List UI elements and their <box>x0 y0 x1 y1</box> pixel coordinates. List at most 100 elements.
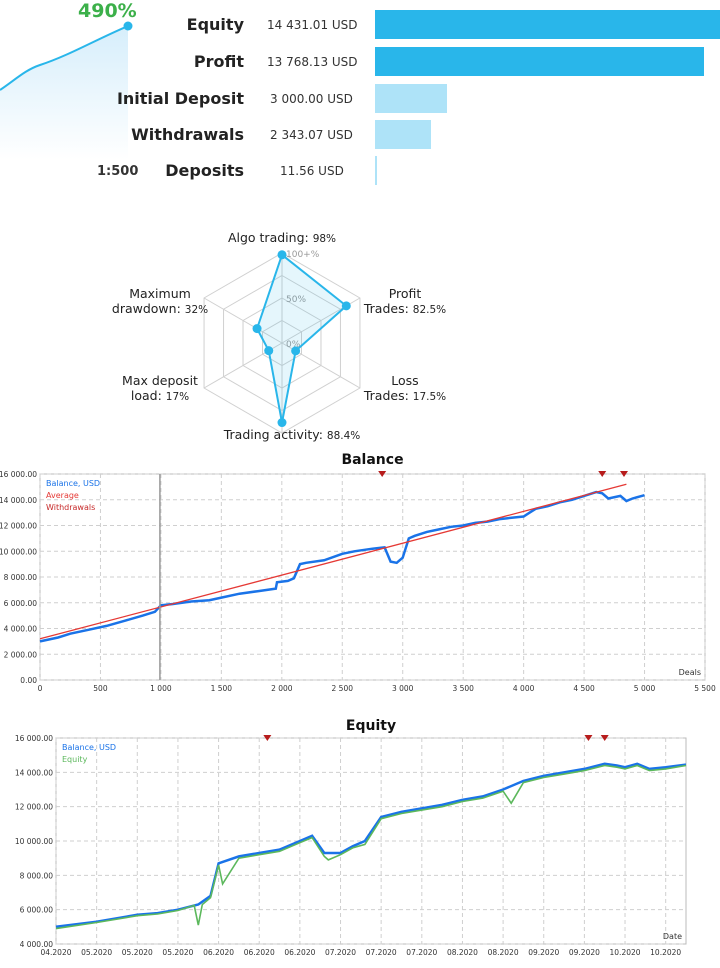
radar-data-polygon <box>255 253 348 423</box>
radar-scale-label: 50% <box>286 295 306 305</box>
x-tick-label: 1 500 <box>211 684 233 693</box>
x-tick-label: 10.2020 <box>650 948 681 957</box>
x-tick-label: 09.2020 <box>528 948 559 957</box>
radar-axis-label: Max deposit load: 17% <box>122 373 198 403</box>
withdrawal-marker <box>263 735 272 741</box>
radar-axis-label: Loss Trades: 17.5% <box>363 373 446 403</box>
stat-value: 3 000.00 USD <box>270 92 353 106</box>
radar-axis-label: Profit Trades: 82.5% <box>363 286 446 316</box>
x-tick-label: 1 000 <box>150 684 172 693</box>
summary-section: 490% 1:500 Equity 14 431.01 USD Profit 13 7… <box>0 0 720 200</box>
radar-axis-value: 32% <box>185 304 208 316</box>
radar-axis-label-line2: Trades: <box>363 301 413 316</box>
radar-axis-label-line1: Trading activity: <box>223 427 327 442</box>
sparkline-endpoint <box>123 21 133 31</box>
stat-label: Initial Deposit <box>116 89 244 108</box>
y-tick-label: 4 000.00 <box>4 625 38 634</box>
y-tick-label: 8 000.00 <box>4 573 38 582</box>
radar-data-point <box>264 346 274 356</box>
withdrawal-marker <box>584 735 593 741</box>
stat-label: Withdrawals <box>131 125 244 144</box>
radar-scale-label: 100+% <box>286 250 320 260</box>
stat-bar <box>375 10 720 39</box>
x-tick-label: 4 000 <box>513 684 535 693</box>
radar-scale-label: 0% <box>286 340 301 350</box>
radar-axis-value: 98% <box>313 233 336 245</box>
x-tick-label: 05.2020 <box>162 948 193 957</box>
radar-axis-label-line2: drawdown: <box>112 301 185 316</box>
y-tick-label: 12 000.00 <box>0 522 37 531</box>
equity-chart: Equity 4 000.00 6 000.00 8 000.00 10 000.00 1… <box>15 718 687 957</box>
x-axis-label: Deals <box>679 668 701 677</box>
radar-axis-label: Maximum drawdown: 32% <box>112 286 208 316</box>
x-tick-label: 07.2020 <box>325 948 356 957</box>
legend-entry: Balance, USD <box>62 743 116 752</box>
stat-value: 2 343.07 USD <box>270 128 353 142</box>
y-tick-label: 0.00 <box>20 676 37 685</box>
growth-sparkline <box>0 21 133 160</box>
chart-title: Balance <box>341 452 403 468</box>
x-axis-label: Date <box>663 932 682 941</box>
series-line <box>55 762 687 929</box>
radar-data-point <box>277 250 287 260</box>
stat-bar <box>375 156 377 185</box>
radar-axis-label-line1: Max deposit <box>122 373 198 388</box>
x-tick-label: 2 500 <box>332 684 354 693</box>
y-tick-label: 14 000.00 <box>15 768 53 777</box>
radar-axis-value: 88.4% <box>327 430 360 442</box>
y-tick-label: 16 000.00 <box>0 470 37 479</box>
radar-axis-label: Trading activity: 88.4% <box>223 427 361 442</box>
y-tick-label: 6 000.00 <box>20 906 54 915</box>
stat-bar <box>375 84 447 113</box>
y-tick-label: 6 000.00 <box>4 599 38 608</box>
x-tick-label: 0 <box>38 684 43 693</box>
stat-value: 14 431.01 USD <box>267 18 358 32</box>
y-tick-label: 8 000.00 <box>20 871 54 880</box>
radar-axis-value: 17% <box>166 391 189 403</box>
x-tick-label: 5 500 <box>694 684 716 693</box>
x-tick-label: 04.2020 <box>40 948 71 957</box>
y-tick-label: 2 000.00 <box>4 650 38 659</box>
x-tick-label: 3 500 <box>452 684 474 693</box>
y-tick-label: 10 000.00 <box>0 547 37 556</box>
y-tick-label: 12 000.00 <box>15 803 53 812</box>
stat-value: 11.56 USD <box>280 164 344 178</box>
x-tick-label: 08.2020 <box>447 948 478 957</box>
withdrawal-marker <box>619 471 628 477</box>
stat-bar <box>375 47 705 76</box>
x-tick-label: 05.2020 <box>81 948 112 957</box>
legend-entry: Equity <box>62 755 88 764</box>
stat-bar <box>375 120 431 149</box>
withdrawal-marker <box>378 471 387 477</box>
radar-axis-value: 82.5% <box>413 304 446 316</box>
x-tick-label: 06.2020 <box>284 948 315 957</box>
radar-axis-label-line1: Maximum <box>129 286 191 301</box>
radar-axis-label-line1: Algo trading: <box>228 230 313 245</box>
x-tick-label: 4 500 <box>573 684 595 693</box>
x-tick-label: 07.2020 <box>406 948 437 957</box>
radar-data-point <box>277 418 287 428</box>
radar-axis-label-line1: Profit <box>389 286 422 301</box>
growth-percent: 490% <box>78 0 137 22</box>
x-tick-label: 10.2020 <box>610 948 641 957</box>
chart-title: Equity <box>346 718 396 734</box>
x-tick-label: 08.2020 <box>488 948 519 957</box>
legend-entry: Balance, USD <box>46 479 100 488</box>
legend-entry: Average <box>46 491 79 500</box>
x-tick-label: 06.2020 <box>203 948 234 957</box>
radar-axis-label-line2: Trades: <box>363 388 413 403</box>
x-tick-label: 2 000 <box>271 684 293 693</box>
x-tick-label: 500 <box>93 684 108 693</box>
sparkline-line <box>0 25 129 91</box>
stat-label: Profit <box>193 52 244 71</box>
withdrawal-marker <box>600 735 609 741</box>
y-tick-label: 14 000.00 <box>0 496 37 505</box>
series-line <box>39 483 627 640</box>
x-tick-label: 06.2020 <box>244 948 275 957</box>
withdrawal-marker <box>598 471 607 477</box>
radar-data-point <box>252 324 262 334</box>
stat-label: Equity <box>186 15 244 34</box>
x-tick-label: 09.2020 <box>569 948 600 957</box>
x-tick-label: 3 000 <box>392 684 414 693</box>
legend-entry: Withdrawals <box>46 503 95 512</box>
